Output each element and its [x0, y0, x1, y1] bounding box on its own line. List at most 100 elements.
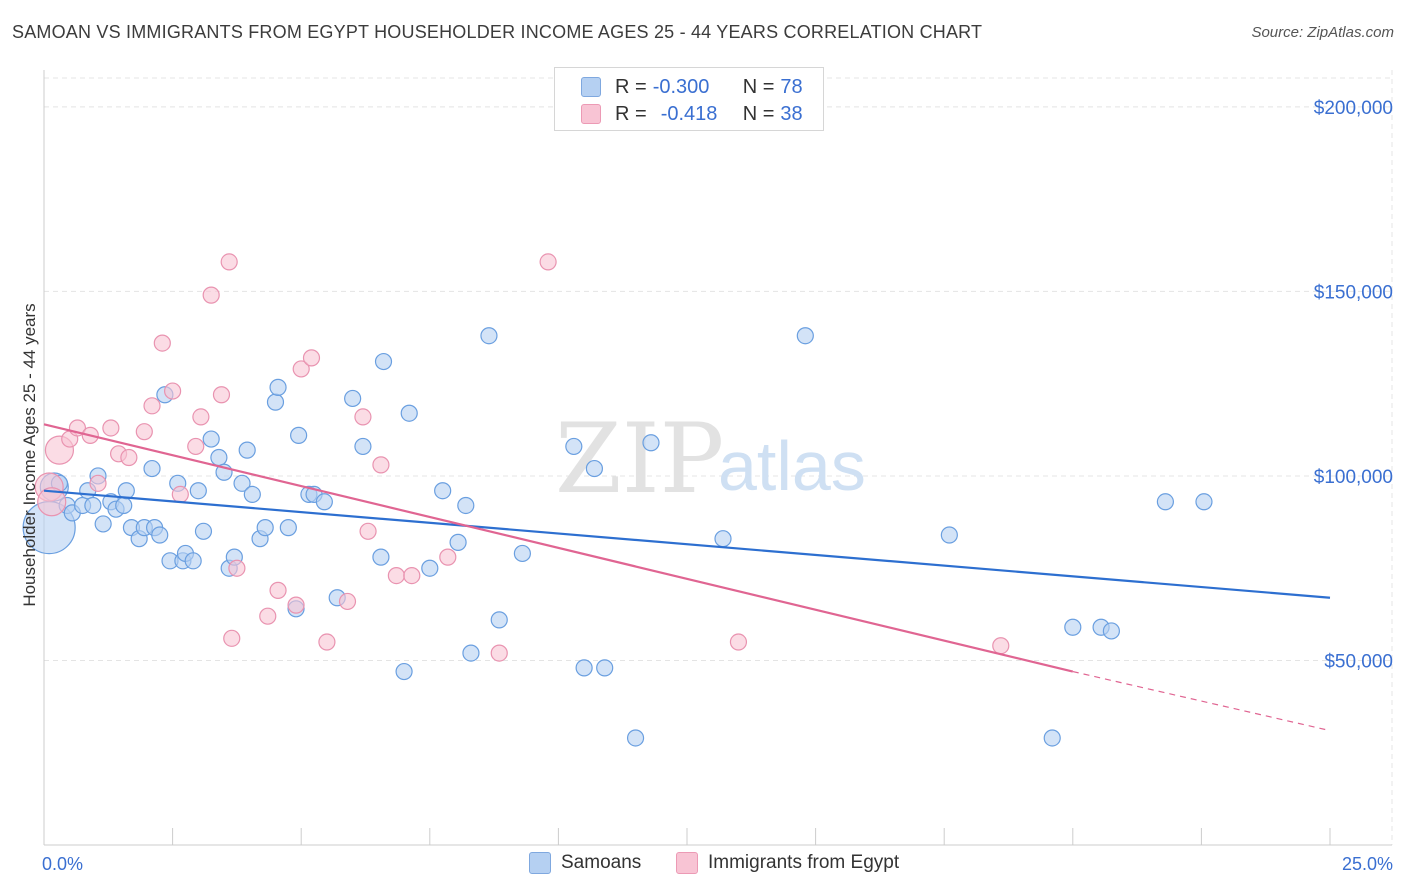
- legend-row-egypt: R = -0.418 N = 38: [581, 102, 803, 126]
- watermark-zip: ZIP: [555, 403, 724, 515]
- samoan-point-53: [421, 559, 439, 577]
- y-tick-label-2: $150,000: [1314, 282, 1393, 303]
- samoan-point-69: [940, 526, 958, 544]
- samoan-point-73: [1102, 622, 1120, 640]
- bottom-legend-samoans: Samoans: [529, 852, 641, 874]
- legend-r-label: R =: [615, 75, 647, 98]
- egypt-point-38: [992, 637, 1010, 655]
- watermark: ZIP atlas: [555, 403, 866, 515]
- data-points: [22, 253, 1213, 747]
- egypt-trend-line: [43, 423, 1074, 673]
- y-tick-label-3: $200,000: [1314, 98, 1393, 119]
- egypt-point-11: [143, 397, 161, 415]
- samoan-point-29: [210, 448, 228, 467]
- samoan-point-52: [400, 404, 418, 422]
- egypt-point-19: [220, 253, 238, 271]
- egypt-point-26: [302, 349, 321, 367]
- chart-title: SAMOAN VS IMMIGRANTS FROM EGYPT HOUSEHOL…: [12, 22, 983, 42]
- x-tick-labels: 0.0% 25.0%: [42, 854, 1393, 874]
- samoan-point-33: [233, 474, 251, 492]
- x-tick-label-end: 25.0%: [1342, 854, 1393, 874]
- y-tick-label-1: $100,000: [1314, 467, 1393, 488]
- samoan-point-12: [115, 496, 133, 515]
- trend-lines: [43, 423, 1331, 732]
- egypt-point-18: [212, 386, 231, 404]
- samoan-point-34: [238, 441, 256, 459]
- samoan-point-39: [269, 378, 287, 396]
- samoan-point-75: [1195, 493, 1213, 511]
- samoan-point-27: [194, 522, 213, 540]
- egypt-point-30: [359, 522, 377, 540]
- bottom-legend-label-egypt: Immigrants from Egypt: [708, 852, 900, 873]
- egypt-point-7: [102, 419, 120, 437]
- samoan-point-47: [344, 389, 362, 408]
- source-label: Source: ZipAtlas.com: [1251, 24, 1394, 41]
- gridlines: [44, 70, 1393, 845]
- samoan-point-67: [714, 530, 732, 548]
- samoan-point-64: [596, 659, 614, 677]
- watermark-atlas: atlas: [718, 427, 866, 505]
- egypt-point-28: [338, 592, 357, 611]
- samoan-point-7: [84, 496, 102, 515]
- egypt-point-12: [153, 334, 171, 352]
- egypt-point-35: [490, 644, 508, 662]
- bottom-legend-label-samoans: Samoans: [561, 852, 642, 873]
- samoan-point-17: [143, 459, 161, 478]
- egypt-point-34: [439, 548, 457, 566]
- egypt-point-37: [729, 633, 748, 651]
- samoan-point-66: [642, 434, 660, 452]
- legend-r-value: -0.300: [652, 75, 710, 98]
- samoan-trend-line: [43, 489, 1331, 599]
- y-tick-label-0: $50,000: [1324, 651, 1393, 672]
- legend-r-label: R =: [615, 102, 647, 125]
- samoan-point-13: [117, 482, 135, 500]
- bottom-legend-swatch-samoans: [529, 852, 551, 874]
- legend-n-label: N =: [742, 75, 775, 98]
- samoan-point-65: [626, 729, 645, 747]
- samoan-point-70: [1043, 729, 1061, 747]
- samoan-point-40: [279, 519, 297, 537]
- egypt-point-9: [120, 448, 138, 467]
- legend-n-label: N =: [742, 102, 775, 125]
- samoan-point-60: [513, 544, 531, 563]
- samoan-point-54: [434, 482, 452, 500]
- egypt-point-27: [318, 633, 336, 651]
- egypt-point-22: [259, 607, 277, 625]
- samoan-point-48: [354, 437, 372, 456]
- samoan-point-51: [395, 662, 413, 681]
- y-axis-label: Householder Income Ages 25 - 44 years: [20, 303, 39, 606]
- samoan-point-38: [266, 393, 285, 411]
- legend-swatch-egypt: [581, 104, 601, 124]
- egypt-point-13: [164, 382, 182, 400]
- samoan-point-71: [1064, 618, 1082, 636]
- egypt-point-6: [89, 474, 107, 492]
- y-tick-labels: $50,000 $100,000 $150,000 $200,000: [1314, 98, 1393, 673]
- egypt-point-17: [202, 286, 220, 304]
- samoan-point-35: [243, 485, 261, 504]
- egypt-point-15: [187, 437, 205, 456]
- samoan-point-68: [796, 327, 814, 345]
- samoan-point-42: [290, 426, 308, 444]
- samoan-point-55: [449, 533, 467, 551]
- x-tick-label-start: 0.0%: [42, 854, 83, 874]
- samoan-point-50: [374, 352, 393, 371]
- samoan-point-9: [94, 515, 112, 533]
- legend-row-samoans: R = -0.300 N = 78: [581, 75, 803, 99]
- samoan-point-59: [490, 611, 508, 629]
- egypt-point-33: [403, 566, 421, 585]
- egypt-point-16: [192, 408, 210, 426]
- samoan-point-63: [585, 459, 604, 478]
- samoan-point-45: [315, 493, 333, 511]
- egypt-point-36: [539, 253, 557, 271]
- egypt-point-32: [387, 566, 405, 585]
- samoan-point-74: [1156, 493, 1174, 511]
- egypt-point-23: [269, 581, 287, 599]
- egypt-point-25: [292, 360, 310, 378]
- samoan-point-26: [189, 482, 207, 500]
- egypt-point-1: [37, 487, 67, 517]
- samoan-point-49: [372, 548, 390, 566]
- samoan-point-28: [202, 430, 220, 448]
- bottom-legend-egypt: Immigrants from Egypt: [676, 852, 899, 874]
- bottom-legend-swatch-egypt: [676, 852, 698, 874]
